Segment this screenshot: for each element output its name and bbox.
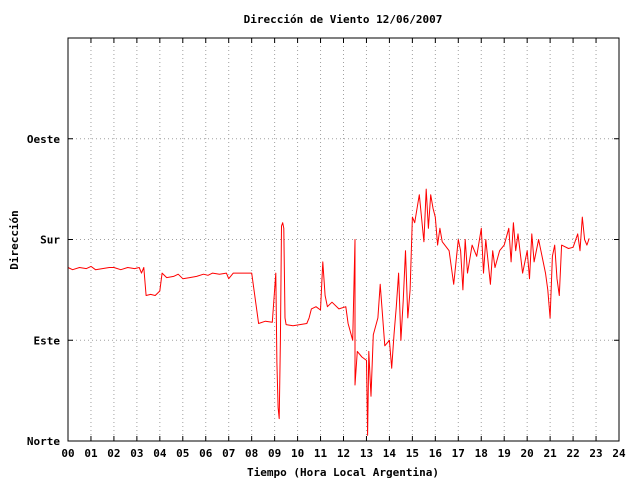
x-tick-label: 07: [222, 447, 235, 460]
x-tick-label: 20: [521, 447, 534, 460]
x-tick-label: 14: [383, 447, 397, 460]
y-tick-label: Oeste: [27, 133, 60, 146]
x-tick-label: 23: [589, 447, 602, 460]
x-tick-label: 13: [360, 447, 373, 460]
x-tick-label: 19: [498, 447, 511, 460]
y-tick-label: Sur: [40, 234, 60, 247]
y-tick-label: Norte: [27, 435, 60, 448]
x-tick-label: 00: [61, 447, 74, 460]
x-tick-label: 06: [199, 447, 213, 460]
x-tick-label: 03: [130, 447, 143, 460]
chart-title: Dirección de Viento 12/06/2007: [244, 13, 443, 26]
grid-lines: [68, 38, 619, 441]
y-axis-label: Dirección: [8, 210, 21, 270]
x-tick-label: 16: [429, 447, 443, 460]
x-tick-label: 10: [291, 447, 304, 460]
tick-labels: 00 01 02 03 04 05 06 07 08 09 10 11 12 13 14 15 16 17 18 19…: [27, 133, 626, 460]
wind-direction-series-line: [67, 188, 590, 436]
x-tick-label: 01: [84, 447, 98, 460]
x-tick-label: 17: [452, 447, 465, 460]
x-tick-label: 15: [406, 447, 419, 460]
x-tick-label: 02: [107, 447, 120, 460]
x-tick-label: 05: [176, 447, 189, 460]
x-tick-label: 12: [337, 447, 350, 460]
x-tick-label: 11: [314, 447, 328, 460]
y-tick-label: Este: [34, 334, 61, 347]
x-tick-label: 21: [544, 447, 558, 460]
series-group: [67, 188, 590, 436]
x-tick-label: 08: [245, 447, 258, 460]
x-axis-label: Tiempo (Hora Local Argentina): [247, 466, 439, 479]
x-tick-label: 04: [153, 447, 167, 460]
x-tick-label: 24: [612, 447, 626, 460]
axis-ticks: [67, 38, 620, 442]
x-tick-label: 09: [268, 447, 281, 460]
x-tick-label: 18: [475, 447, 488, 460]
x-tick-label: 22: [566, 447, 579, 460]
